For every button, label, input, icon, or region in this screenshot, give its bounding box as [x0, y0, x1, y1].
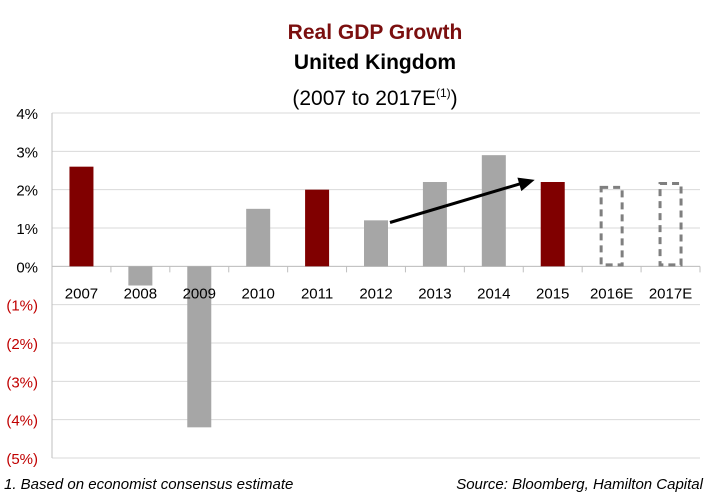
y-tick-label: (5%) [6, 451, 38, 468]
x-tick-label: 2017E [649, 285, 692, 302]
x-tick-label: 2013 [418, 285, 451, 302]
chart-titles: Real GDP Growth United Kingdom (2007 to … [0, 18, 715, 114]
x-tick-label: 2008 [124, 285, 157, 302]
y-tick-label: 3% [16, 144, 38, 161]
period-main: (2007 to 2017E [292, 87, 436, 110]
y-tick-label: 1% [16, 221, 38, 238]
x-tick-label: 2016E [590, 285, 633, 302]
x-tick-label: 2011 [301, 285, 333, 302]
period-close: ) [450, 87, 458, 110]
bar-2014 [481, 155, 506, 267]
y-tick-label: (3%) [6, 374, 38, 391]
bar-2009 [187, 266, 212, 428]
source-note: Source: Bloomberg, Hamilton Capital [456, 476, 703, 493]
chart-subtitle: United Kingdom [293, 51, 457, 74]
y-tick-label: 4% [16, 106, 38, 123]
x-tick-label: 2012 [359, 285, 392, 302]
trend-arrow-line [389, 180, 528, 224]
y-tick-label: 0% [16, 259, 38, 276]
footnote: 1. Based on economist consensus estimate [4, 476, 294, 493]
y-tick-label: 2% [16, 183, 38, 200]
bar-2015 [540, 182, 565, 267]
y-tick-label: (1%) [6, 298, 38, 315]
bar-2016E [599, 185, 624, 267]
x-tick-label: 2010 [241, 285, 274, 302]
trend-arrow-head [517, 177, 535, 192]
x-tick-label: 2015 [536, 285, 569, 302]
bar-2017E [658, 182, 683, 267]
bar-2011 [305, 189, 330, 267]
y-tick-label: (2%) [6, 336, 38, 353]
x-tick-label: 2014 [477, 285, 510, 302]
x-tick-label: 2007 [65, 285, 98, 302]
x-tick-label: 2009 [183, 285, 216, 302]
period-footnote-ref: (1) [435, 86, 451, 100]
bar-2008 [128, 266, 153, 286]
bar-2013 [422, 182, 447, 267]
bar-2010 [246, 208, 271, 267]
chart-title: Real GDP Growth [287, 21, 463, 44]
y-tick-label: (4%) [6, 413, 38, 430]
bar-2007 [69, 166, 94, 267]
chart-period: (2007 to 2017E(1)) [0, 78, 715, 114]
bar-2012 [364, 220, 388, 267]
